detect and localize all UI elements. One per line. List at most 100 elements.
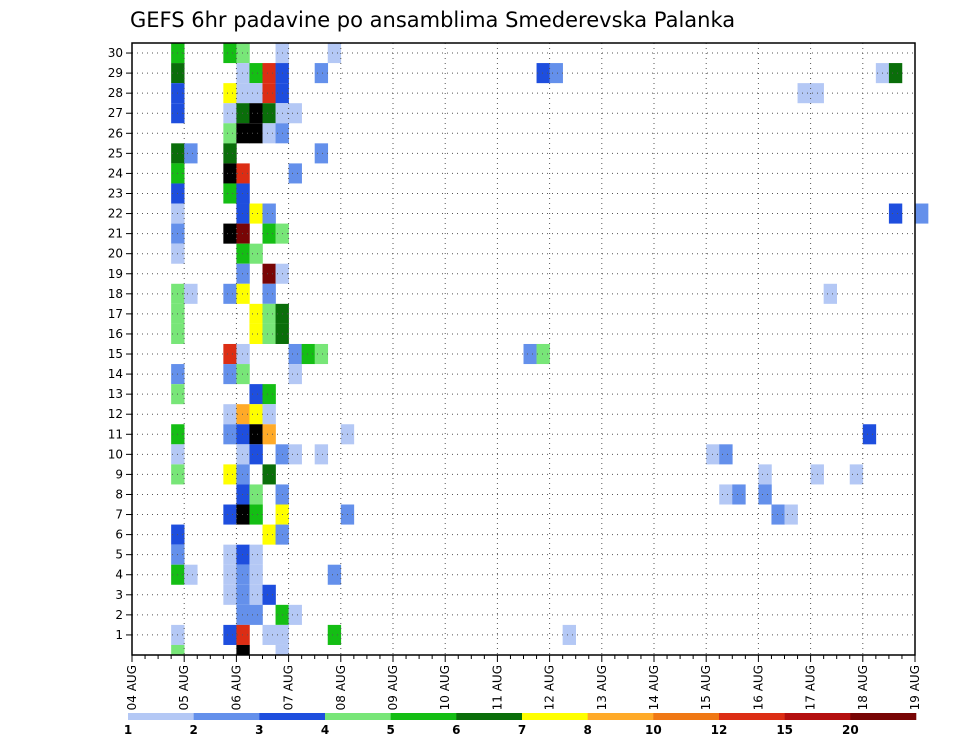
heatmap-cell — [236, 544, 250, 565]
y-tick-label: 14 — [108, 367, 123, 381]
y-tick-label: 24 — [108, 166, 123, 180]
heatmap-cell — [223, 424, 237, 445]
heatmap-cell — [223, 143, 237, 164]
colorbar-swatch — [456, 713, 523, 720]
heatmap-cell — [262, 384, 276, 405]
heatmap-cell — [249, 404, 263, 425]
y-tick-label: 2 — [115, 608, 123, 622]
x-axis-ticks: 04 AUG 05 AUG 06 AUG 07 AUG 08 AUG 09 AUG 10 A… — [125, 655, 922, 710]
heatmap-cell — [223, 183, 237, 204]
x-tick-label: 18 AUG — [856, 665, 870, 710]
heatmap-cell — [301, 343, 315, 365]
y-tick-label: 17 — [108, 307, 123, 321]
y-tick-label: 7 — [115, 508, 123, 522]
colorbar-label: 5 — [386, 723, 394, 737]
heatmap-cell — [236, 364, 250, 385]
heatmap-cell — [249, 544, 263, 565]
heatmap-cell — [249, 384, 263, 405]
y-tick-label: 16 — [108, 327, 123, 341]
heatmap-cell — [236, 444, 250, 465]
y-tick-label: 5 — [115, 548, 123, 562]
heatmap-cell — [327, 564, 342, 585]
heatmap-cell — [223, 83, 237, 104]
y-tick-label: 4 — [115, 568, 123, 582]
heatmap-cell — [262, 203, 276, 224]
heatmap-cell — [236, 604, 250, 625]
heatmap-cell — [327, 43, 342, 64]
colorbar-swatch — [325, 713, 391, 720]
y-tick-label: 9 — [115, 467, 123, 481]
heatmap-cell — [262, 263, 276, 284]
heatmap-cell — [888, 203, 903, 224]
heatmap-cell — [249, 63, 263, 84]
heatmap-cell — [236, 564, 250, 585]
colorbar-label: 4 — [321, 723, 329, 737]
heatmap-cell — [236, 584, 250, 605]
colorbar-swatch — [522, 713, 588, 720]
heatmap-cell — [262, 123, 276, 144]
colorbar-label: 7 — [518, 723, 526, 737]
heatmap-cell — [236, 43, 250, 64]
heatmap-cell — [262, 83, 276, 104]
heatmap-cell — [732, 484, 746, 505]
heatmap-cell — [223, 123, 237, 144]
x-tick-label: 12 AUG — [543, 665, 557, 710]
y-tick-label: 22 — [108, 207, 123, 221]
heatmap-cell — [314, 63, 329, 84]
colorbar-swatch — [193, 713, 260, 720]
heatmap-cell — [262, 524, 276, 545]
heatmap-cell — [314, 444, 329, 465]
heatmap-cell — [249, 123, 263, 144]
y-tick-label: 12 — [108, 407, 123, 421]
heatmap-cell — [236, 484, 250, 505]
x-tick-label: 05 AUG — [177, 665, 191, 710]
x-tick-label: 13 AUG — [595, 665, 609, 710]
colorbar-label: 3 — [255, 723, 263, 737]
grid-lines — [132, 43, 915, 655]
colorbar-swatch — [653, 713, 720, 720]
heatmap-cell — [784, 504, 798, 525]
heatmap-cell — [249, 424, 263, 445]
heatmap-cell — [249, 323, 263, 344]
y-tick-label: 18 — [108, 287, 123, 301]
y-tick-label: 15 — [108, 347, 123, 361]
y-tick-label: 29 — [108, 66, 123, 80]
y-tick-label: 13 — [108, 387, 123, 401]
y-tick-label: 21 — [108, 227, 123, 241]
x-tick-label: 15 AUG — [699, 665, 713, 710]
heatmap-cell — [262, 103, 276, 124]
heatmap-cell — [249, 83, 263, 104]
heatmap-cell — [288, 103, 302, 124]
heatmap-cell — [236, 243, 250, 264]
heatmap-cell — [236, 83, 250, 104]
heatmap-cell — [249, 604, 263, 625]
x-tick-label: 10 AUG — [438, 665, 452, 710]
heatmap-cell — [719, 444, 733, 465]
y-tick-label: 8 — [115, 487, 123, 501]
heatmap-cell — [223, 504, 237, 525]
heatmap-cell — [262, 424, 276, 445]
heatmap-cell — [249, 564, 263, 585]
heatmap-cells — [171, 43, 929, 655]
heatmap-cell — [223, 103, 237, 124]
heatmap-cell — [249, 243, 263, 264]
colorbar-swatch — [784, 713, 851, 720]
x-tick-label: 08 AUG — [334, 665, 348, 710]
colorbar-label: 1 — [124, 723, 132, 737]
heatmap-cell — [823, 283, 837, 304]
colorbar-swatch — [719, 713, 785, 720]
heatmap-cell — [314, 143, 329, 164]
heatmap-cell — [262, 404, 276, 425]
heatmap-cell — [262, 624, 276, 645]
heatmap-cell — [223, 364, 237, 385]
x-tick-label: 06 AUG — [229, 665, 243, 710]
heatmap-cell — [184, 283, 198, 304]
heatmap-cell — [275, 644, 289, 655]
heatmap-cell — [223, 584, 237, 605]
heatmap-cell — [236, 103, 250, 124]
colorbar-label: 6 — [452, 723, 460, 737]
heatmap-cell — [236, 404, 250, 425]
heatmap-cell — [223, 564, 237, 585]
heatmap-cell — [262, 464, 276, 485]
x-tick-label: 14 AUG — [647, 665, 661, 710]
